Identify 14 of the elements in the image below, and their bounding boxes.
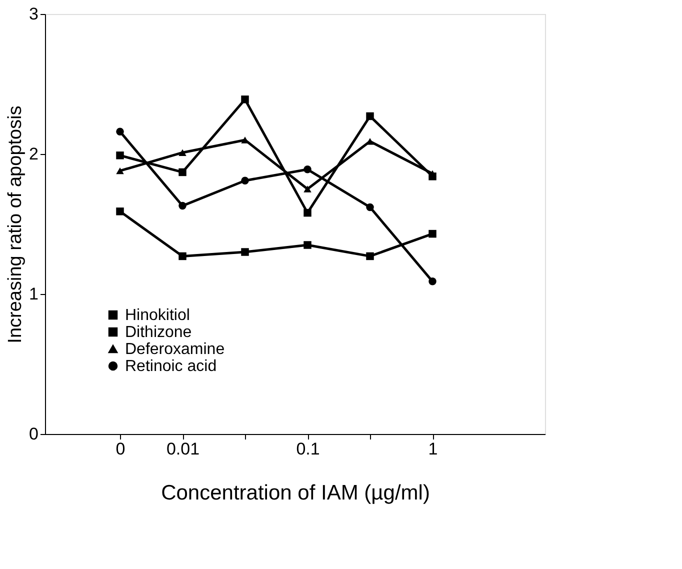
x-tick-label: 0.1 [296,440,320,458]
y-tick-label: 1 [29,284,38,304]
x-tick-label: 1 [428,440,438,458]
y-tick-label: 3 [29,4,38,24]
y-axis-title: Increasing ratio of apoptosis [5,106,26,344]
y-tick-label: 0 [29,424,38,444]
legend-label: Dithizone [125,324,192,341]
y-tick-label: 2 [29,144,38,164]
x-tick-label: 0.01 [166,440,200,458]
x-tick-label: 0 [116,440,126,458]
x-axis-title: Concentration of IAM (µg/ml) [161,482,430,504]
legend-label: Hinokitiol [125,307,190,324]
legend-label: Deferoxamine [125,341,225,358]
legend-label: Retinoic acid [125,358,217,375]
